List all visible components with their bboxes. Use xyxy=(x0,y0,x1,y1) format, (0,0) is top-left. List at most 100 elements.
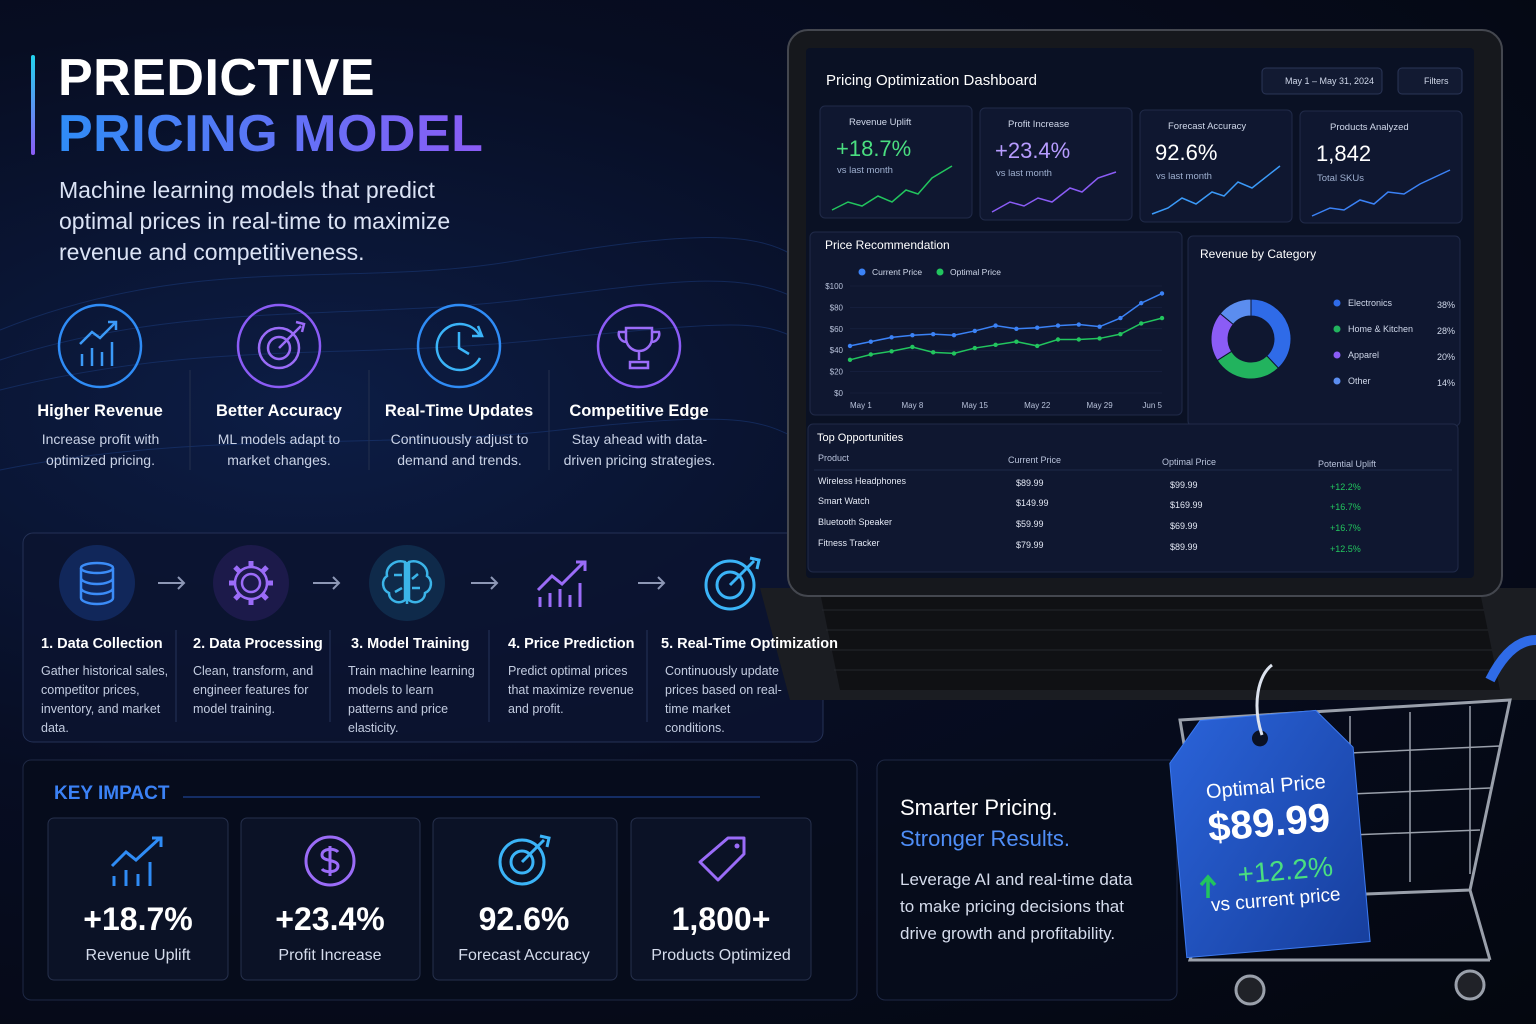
y-tick-label: $40 xyxy=(830,346,844,355)
point xyxy=(1055,337,1061,342)
point xyxy=(931,331,936,337)
legend-marker xyxy=(1333,299,1341,307)
tag-body xyxy=(1169,709,1371,959)
wave xyxy=(0,280,801,361)
step-text: Gather historical sales, competitor pric… xyxy=(41,664,169,735)
kpi-card xyxy=(819,105,973,219)
table-cell: $69.99 xyxy=(1170,521,1198,531)
chart-title: Price Recommendation xyxy=(825,238,950,252)
point xyxy=(1014,339,1019,344)
product-name: Smart Watch xyxy=(818,496,870,506)
icon-bg xyxy=(213,545,289,621)
date-range[interactable]: May 1 – May 31, 2024 xyxy=(1285,76,1375,86)
wave xyxy=(0,324,801,391)
point xyxy=(847,343,853,349)
point xyxy=(1035,343,1040,349)
table-header: Product xyxy=(818,453,850,463)
kpi-card xyxy=(1299,110,1463,224)
x-tick-label: Jun 5 xyxy=(1142,401,1162,410)
table-header: Optimal Price xyxy=(1162,457,1217,467)
table-cell: $169.99 xyxy=(1170,500,1203,510)
point xyxy=(1118,315,1123,321)
price-tag xyxy=(1169,709,1371,959)
point xyxy=(1097,336,1102,341)
kpi-value: 1,842 xyxy=(1316,141,1372,166)
step-title: 4. Price Prediction xyxy=(508,636,635,652)
icon-tag-hole xyxy=(734,843,740,849)
impact-card xyxy=(630,817,812,981)
legend-marker xyxy=(1333,325,1341,333)
icon-ring xyxy=(416,303,502,389)
kpi-note: vs last month xyxy=(837,165,893,176)
legend-label: Optimal Price xyxy=(950,267,1001,277)
point xyxy=(1076,337,1082,342)
icon-chart xyxy=(79,320,118,366)
icon-target xyxy=(509,849,535,875)
y-tick-label: $100 xyxy=(825,282,843,291)
uplift-arrow xyxy=(1199,874,1217,898)
step-title: 1. Data Collection xyxy=(41,636,163,652)
tag-hole xyxy=(1251,730,1268,747)
impact-cards xyxy=(47,817,812,981)
impact-card xyxy=(47,817,229,981)
kpi-label: Profit Increase xyxy=(1008,119,1070,130)
step-text: Clean, transform, and engineer features … xyxy=(193,664,314,716)
filters[interactable]: Filters xyxy=(1424,76,1449,86)
dashboard-title: Pricing Optimization Dashboard xyxy=(826,72,1037,89)
price-line xyxy=(849,292,1163,347)
impact-card xyxy=(240,817,421,981)
chart-title: Revenue by Category xyxy=(1200,247,1317,261)
icon-ring xyxy=(57,303,143,389)
legend-label: Other xyxy=(1348,376,1371,386)
promo-text: Leverage AI and real-time data to make p… xyxy=(900,870,1133,943)
legend-label: Apparel xyxy=(1348,350,1379,360)
kpi-label: Products Analyzed xyxy=(1330,122,1409,133)
kpi-value: 92.6% xyxy=(1155,140,1218,165)
point xyxy=(993,342,998,348)
kpi-note: vs last month xyxy=(1156,171,1212,182)
table-cell: $99.99 xyxy=(1170,480,1198,490)
x-tick-label: May 22 xyxy=(1024,401,1051,410)
date-picker[interactable] xyxy=(1261,67,1383,95)
icon-ring xyxy=(596,303,682,389)
benefit-text: Stay ahead with data-driven pricing stra… xyxy=(563,431,716,468)
point xyxy=(910,344,915,350)
icon-brain xyxy=(381,560,433,604)
benefit-text: Continuously adjust to demand and trends… xyxy=(390,431,529,468)
product-name: Wireless Headphones xyxy=(818,476,907,486)
wave-dots xyxy=(0,237,801,471)
benefit-text: Increase profit with optimized pricing. xyxy=(41,431,160,468)
point xyxy=(1014,326,1019,331)
legend-marker xyxy=(858,268,866,276)
filters-button[interactable] xyxy=(1397,67,1463,95)
product-name: Bluetooth Speaker xyxy=(818,517,893,527)
benefit-icons xyxy=(57,303,682,389)
arrow xyxy=(638,576,666,590)
icon-db xyxy=(79,568,115,606)
kpi-label: Revenue Uplift xyxy=(849,117,912,128)
point xyxy=(1097,324,1102,329)
icon-gear xyxy=(240,572,262,594)
kpi-card xyxy=(1139,109,1293,223)
benefit-title: Better Accuracy xyxy=(216,402,342,420)
table-header: Current Price xyxy=(1008,455,1062,465)
x-tick-label: May 29 xyxy=(1086,401,1113,410)
impact-label: Revenue Uplift xyxy=(85,947,191,964)
icon-target xyxy=(266,335,292,361)
point xyxy=(847,357,853,363)
sparkline xyxy=(1311,169,1451,217)
icon-arrow xyxy=(728,556,761,587)
value-label: 28% xyxy=(1437,326,1455,336)
table-cell: $89.99 xyxy=(1016,478,1044,488)
step-title: 2. Data Processing xyxy=(193,636,323,652)
icon-target xyxy=(498,838,546,886)
step-title: 5. Real-Time Optimization xyxy=(661,636,838,652)
point xyxy=(889,335,894,340)
arrow xyxy=(158,576,186,590)
donut-segment xyxy=(1219,298,1252,326)
table-cell: $89.99 xyxy=(1170,542,1198,552)
point xyxy=(868,352,873,357)
table-panel xyxy=(807,423,1459,573)
point xyxy=(972,345,977,351)
